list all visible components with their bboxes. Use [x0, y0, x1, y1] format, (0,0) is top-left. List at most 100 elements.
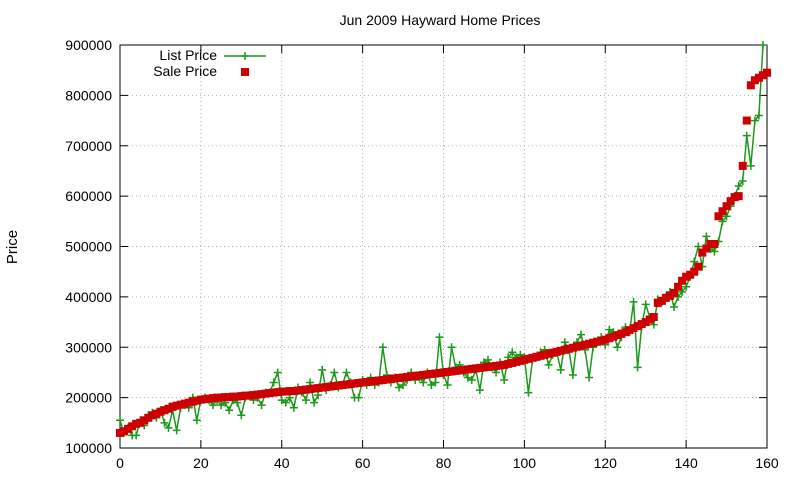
list-price-point: [544, 360, 553, 369]
list-price-point: [682, 282, 691, 291]
sale-price-point: [479, 363, 488, 372]
sale-price-point: [269, 388, 278, 397]
sale-price-point: [629, 324, 638, 333]
sale-price-point: [585, 339, 594, 348]
list-price-point: [750, 116, 759, 125]
list-price-point: [605, 325, 614, 334]
sale-price-point: [520, 355, 529, 364]
sale-price-point: [443, 367, 452, 376]
sale-price-point: [730, 193, 739, 202]
list-price-point: [330, 368, 339, 377]
sale-price-point: [528, 353, 537, 362]
list-price-point: [419, 378, 428, 387]
y-tick-label: 700000: [65, 138, 112, 154]
sale-price-point: [492, 361, 501, 370]
x-tick-label: 160: [755, 455, 779, 471]
list-price-point: [746, 161, 755, 170]
sale-price-point: [496, 361, 505, 370]
list-price-point: [754, 111, 763, 120]
list-price-point: [310, 398, 319, 407]
x-tick-label: 40: [274, 455, 290, 471]
x-tick-label: 80: [436, 455, 452, 471]
sale-price-point: [726, 197, 735, 206]
list-price-point: [758, 41, 767, 49]
sale-price-point: [754, 73, 763, 82]
sale-price-point: [293, 386, 302, 395]
sale-price-point: [605, 334, 614, 343]
list-price-point: [560, 338, 569, 347]
list-price-point: [269, 378, 278, 387]
sale-price-point: [257, 390, 266, 399]
sale-price-point: [597, 336, 606, 345]
list-price-point: [277, 396, 286, 405]
list-price-point: [585, 373, 594, 382]
sale-price-point: [451, 366, 460, 375]
sale-price-point: [742, 116, 751, 125]
sale-price-point: [423, 370, 432, 379]
sale-price-point: [427, 369, 436, 378]
sale-price-point: [399, 373, 408, 382]
sale-price-point: [124, 424, 133, 433]
sale-price-point: [682, 272, 691, 281]
sale-price-point: [637, 320, 646, 329]
sale-price-point: [572, 342, 581, 351]
list-price-point: [690, 257, 699, 266]
list-price-point: [613, 343, 622, 352]
list-price-point: [257, 401, 266, 410]
sale-price-point: [164, 404, 173, 413]
sale-price-point: [738, 161, 747, 170]
sale-price-point: [552, 347, 561, 356]
sale-price-point: [447, 367, 456, 376]
list-price-point: [556, 365, 565, 374]
sale-price-point: [645, 315, 654, 324]
sale-price-point: [633, 322, 642, 331]
sale-price-point: [758, 71, 767, 80]
list-price-point: [273, 368, 282, 377]
sale-price-point: [245, 391, 254, 400]
sale-price-point: [350, 379, 359, 388]
sale-price-point: [593, 337, 602, 346]
sale-price-point: [306, 385, 315, 394]
legend-marker-list-price: [241, 52, 249, 60]
sale-price-point: [358, 378, 367, 387]
list-price-point: [342, 368, 351, 377]
list-price-point: [641, 300, 650, 309]
list-price-point: [427, 381, 436, 390]
sale-price-point: [471, 364, 480, 373]
sale-price-point: [702, 244, 711, 253]
sale-price-point: [326, 382, 335, 391]
sale-price-point: [160, 406, 169, 415]
sale-price-point: [237, 392, 246, 401]
sale-price-point: [419, 370, 428, 379]
list-price-point: [443, 381, 452, 390]
x-tick-label: 100: [513, 455, 537, 471]
list-price-point: [225, 406, 234, 415]
sale-price-point: [314, 384, 323, 393]
sale-price-point: [706, 239, 715, 248]
sale-price-point: [233, 392, 242, 401]
y-tick-label: 500000: [65, 239, 112, 255]
list-price-point: [524, 388, 533, 397]
chart-title: Jun 2009 Hayward Home Prices: [340, 12, 541, 28]
list-price-point: [289, 403, 298, 412]
x-tick-label: 20: [193, 455, 209, 471]
sale-price-point: [548, 348, 557, 357]
sale-price-point: [148, 411, 157, 420]
list-price-point: [399, 381, 408, 390]
sale-price-point: [354, 379, 363, 388]
sale-price-point: [532, 352, 541, 361]
sale-price-point: [649, 313, 658, 322]
sale-price-point: [746, 81, 755, 90]
list-price-point: [633, 363, 642, 372]
sale-price-point: [217, 393, 226, 402]
list-price-point: [192, 416, 201, 425]
sale-price-point: [188, 397, 197, 406]
list-price-point: [702, 232, 711, 241]
list-price-point: [483, 355, 492, 364]
sale-price-point: [556, 346, 565, 355]
x-tick-label: 0: [116, 455, 124, 471]
sale-price-point: [407, 372, 416, 381]
list-price-point: [649, 320, 658, 329]
list-price-point: [734, 182, 743, 191]
list-price-point: [568, 370, 577, 379]
